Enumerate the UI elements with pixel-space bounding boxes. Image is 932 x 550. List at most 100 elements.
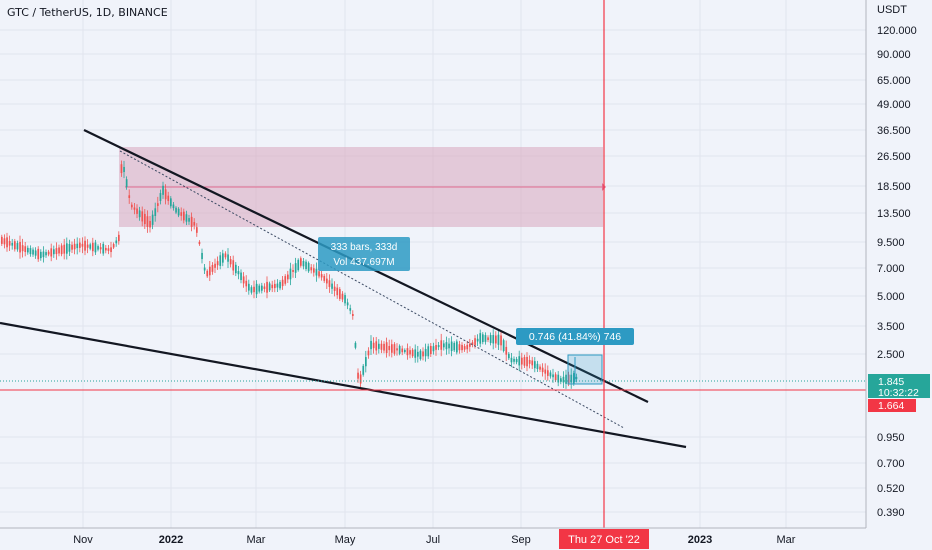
candle-body [138,210,141,218]
candle-body [60,245,63,255]
candle-body [102,243,105,254]
crosshair-price-badge [868,399,916,412]
x-tick-label: Jul [426,534,440,546]
candle-body [47,251,50,255]
grid [0,0,866,528]
price-axis-unit: USDT [877,4,907,16]
candle-body [404,349,406,353]
candle-body [240,272,242,281]
candle-body [222,253,224,263]
candle-body [107,248,110,251]
candle-body [292,269,294,272]
candle-body [193,222,196,226]
candle-body [45,252,47,256]
candle-body [448,343,450,349]
y-tick-label: 2.500 [877,349,905,361]
candle-body [567,374,570,384]
candle-body [164,189,167,200]
range-box[interactable] [567,354,603,385]
lower-trendline[interactable] [0,321,687,449]
candle-body [206,270,209,277]
y-tick-label: 3.500 [877,321,905,333]
candle-body [450,341,453,352]
candle-body [565,374,567,384]
candle-body [115,240,118,244]
candle-body [279,281,281,289]
y-tick-label: 120.000 [877,25,917,37]
x-tick-label: Sep [511,534,531,546]
candle-body [357,372,359,379]
y-tick-labels: 120.000 90.000 65.000 49.000 36.500 26.500 18.… [877,25,917,519]
candle-body [523,357,526,366]
bars-label: 333 bars, 333d [331,242,398,253]
candle-body [86,244,89,248]
candle-body [544,369,547,374]
crosshair-date-text: Thu 27 Oct '22 [568,534,640,546]
candle-body [144,213,146,225]
candle-body [414,349,417,358]
candle-body [528,359,531,364]
candle-body [1,236,3,244]
candle-body [318,271,320,277]
candle-body [336,287,339,296]
candle-body [274,283,276,289]
candle-body [196,227,198,233]
candle-body [133,207,136,210]
price-axis[interactable] [866,0,932,528]
candle-body [211,264,214,272]
candle-body [180,212,183,216]
candle-body [271,284,274,289]
candle-body [58,247,60,254]
candle-body [242,276,245,284]
time-axis[interactable] [0,528,866,550]
candle-body [359,374,362,384]
x-tick-label: Nov [73,534,93,546]
candle-body [510,357,513,363]
candle-body [396,348,398,351]
candle-body [159,193,162,201]
candle-body [16,243,19,250]
candle-body [401,348,404,353]
candle-body [409,350,411,355]
candle-body [170,198,172,207]
candle-body [419,350,422,360]
candle-body [92,242,94,252]
candle-body [214,263,216,268]
y-tick-label: 49.000 [877,99,911,111]
candle-body [482,334,484,343]
candle-body [315,268,318,276]
candle-body [203,267,206,271]
candle-body [411,349,414,357]
candle-body [461,344,463,351]
candle-body [445,342,448,350]
candle-body [224,253,227,258]
candle-body [141,211,144,222]
candle-body [157,203,159,206]
candle-body [297,259,300,271]
candle-body [463,346,466,350]
candle-body [331,283,333,289]
candle-body [8,241,11,246]
candle-body [89,244,92,249]
candle-body [255,283,258,295]
candle-body [81,243,84,247]
candle-body [383,343,385,351]
candle-body [440,340,443,350]
x-tick-label: Mar [247,534,266,546]
candle-body [476,338,479,342]
candle-body [151,214,154,225]
candle-body [21,245,24,252]
candle-body [531,360,534,366]
candle-body [237,271,240,275]
candle-body [518,356,521,366]
candle-body [570,374,573,383]
last-price-badge [868,374,930,398]
y-tick-label: 0.700 [877,458,905,470]
crosshair-price-text: 1.664 [878,400,904,412]
candle-body [281,279,284,287]
candle-body [380,343,383,350]
chart-title: GTC / TetherUS, 1D, BINANCE [7,6,168,19]
candle-body [66,243,68,254]
candle-body [14,241,16,250]
